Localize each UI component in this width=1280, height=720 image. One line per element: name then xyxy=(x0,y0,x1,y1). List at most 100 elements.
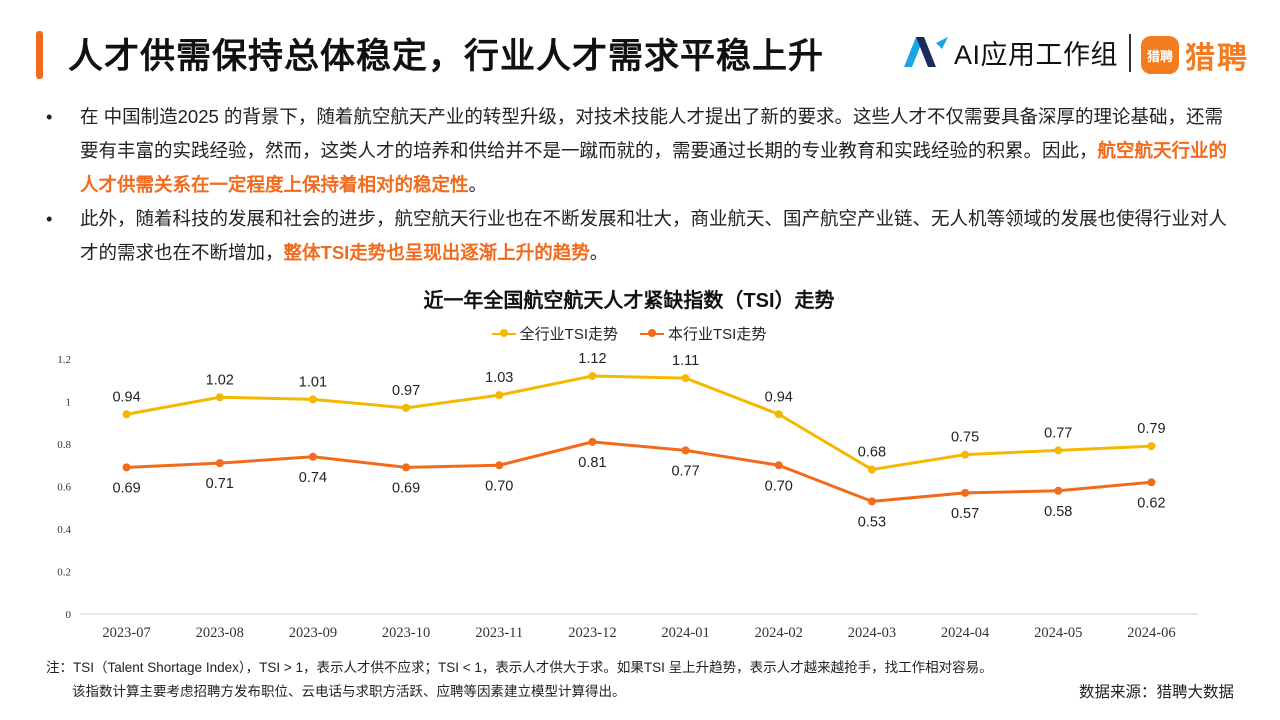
x-tick-label: 2023-09 xyxy=(289,625,337,641)
title-accent-bar xyxy=(36,31,43,79)
y-tick-label: 0.6 xyxy=(57,482,71,494)
data-label: 0.77 xyxy=(671,463,699,479)
bullet-text: 此外，随着科技的发展和社会的进步，航空航天行业也在不断发展和壮大，商业航天、国产… xyxy=(80,208,1228,263)
data-label: 1.03 xyxy=(485,370,513,386)
liepin-badge-icon: 猎聘 xyxy=(1141,36,1179,74)
data-point xyxy=(867,497,876,506)
x-tick-label: 2024-03 xyxy=(848,625,896,641)
liepin-logo: 猎聘 猎聘 xyxy=(1141,33,1249,77)
data-point xyxy=(588,437,597,446)
y-tick-label: 0.2 xyxy=(57,567,71,579)
x-tick-label: 2023-12 xyxy=(568,625,616,641)
data-label: 1.11 xyxy=(672,353,699,369)
bullet-item: • 此外，随着科技的发展和社会的进步，航空航天行业也在不断发展和壮大，商业航天、… xyxy=(46,202,1241,270)
footnote-line: 该指数计算主要考虑招聘方发布职位、云电话与求职方活跃、应聘等因素建立模型计算得出… xyxy=(72,684,626,699)
data-label: 0.79 xyxy=(1137,421,1165,437)
data-label: 0.69 xyxy=(392,480,420,496)
data-point xyxy=(961,488,970,497)
x-tick-label: 2023-08 xyxy=(196,625,244,641)
footnote: 注：TSI（Talent Shortage Index），TSI > 1，表示人… xyxy=(46,656,993,704)
bullet-list: • 在 中国制造2025 的背景下，随着航空航天产业的转型升级，对技术技能人才提… xyxy=(46,100,1241,270)
data-label: 0.74 xyxy=(299,470,327,486)
data-point xyxy=(402,403,411,412)
data-point xyxy=(681,374,690,383)
bullet-highlight: 整体TSI走势也呈现出逐渐上升的趋势 xyxy=(283,242,590,263)
data-point xyxy=(588,372,597,380)
data-point xyxy=(961,450,970,459)
data-point xyxy=(495,461,504,470)
bullet-dot: • xyxy=(46,106,53,127)
chart-legend: 全行业TSI走势 本行业TSI走势 xyxy=(0,323,1258,344)
data-label: 1.02 xyxy=(206,372,234,388)
liepin-brand-text: 猎聘 xyxy=(1185,42,1249,75)
bullet-dot: • xyxy=(46,208,53,229)
y-tick-label: 0.4 xyxy=(57,524,71,536)
data-label: 0.68 xyxy=(858,445,886,461)
x-tick-label: 2024-05 xyxy=(1034,625,1082,641)
data-label: 0.71 xyxy=(206,476,234,492)
data-label: 0.70 xyxy=(485,478,513,494)
page-title: 人才供需保持总体稳定，行业人才需求平稳上升 xyxy=(68,37,825,76)
data-point xyxy=(122,463,131,472)
data-point xyxy=(867,465,876,474)
data-label: 0.70 xyxy=(765,478,793,494)
data-point xyxy=(495,391,504,400)
data-label: 0.97 xyxy=(392,383,420,399)
data-label: 0.58 xyxy=(1044,504,1072,520)
data-point xyxy=(1054,486,1063,495)
data-point xyxy=(1147,478,1156,487)
data-label: 0.53 xyxy=(858,514,886,530)
bullet-text-end: 。 xyxy=(589,242,609,263)
y-tick-label: 1 xyxy=(66,397,72,409)
data-point xyxy=(215,459,224,468)
bullet-highlight: 航空航天行业的人才供需关系在一定程度上保持着相对的稳定性 xyxy=(80,140,1228,195)
data-label: 0.57 xyxy=(951,506,979,522)
brand-divider xyxy=(1129,34,1131,72)
data-point xyxy=(774,461,783,470)
footnote-line: 注：TSI（Talent Shortage Index），TSI > 1，表示人… xyxy=(46,660,993,675)
data-point xyxy=(402,463,411,472)
data-label: 1.01 xyxy=(299,374,327,390)
legend-label: 全行业TSI走势 xyxy=(519,326,618,343)
ai-logo-icon xyxy=(904,37,948,67)
x-tick-label: 2024-04 xyxy=(941,625,990,641)
data-point xyxy=(215,393,224,402)
data-point xyxy=(681,446,690,455)
y-tick-label: 0 xyxy=(66,609,72,621)
x-tick-label: 2024-01 xyxy=(661,625,709,641)
bullet-item: • 在 中国制造2025 的背景下，随着航空航天产业的转型升级，对技术技能人才提… xyxy=(46,100,1241,202)
data-label: 1.12 xyxy=(578,351,606,367)
legend-swatch-this-industry xyxy=(640,328,664,337)
series-line-this-industry xyxy=(126,440,1152,503)
data-point xyxy=(1147,442,1156,451)
data-point xyxy=(308,395,317,404)
y-tick-label: 0.8 xyxy=(57,439,71,451)
bullet-text-end: 。 xyxy=(468,174,488,195)
legend-item-this-industry: 本行业TSI走势 xyxy=(640,323,766,344)
ai-brand-text: AI应用工作组 xyxy=(954,39,1119,70)
data-label: 0.94 xyxy=(765,389,793,405)
x-tick-label: 2023-11 xyxy=(475,625,523,641)
x-tick-label: 2024-02 xyxy=(755,625,803,641)
y-tick-label: 1.2 xyxy=(57,354,71,366)
legend-swatch-all-industry xyxy=(491,328,516,337)
data-point xyxy=(308,452,317,461)
legend-item-all-industry: 全行业TSI走势 xyxy=(491,323,618,344)
ai-brand-logo: AI应用工作组 xyxy=(902,32,1118,72)
x-tick-label: 2023-07 xyxy=(102,625,150,641)
data-label: 0.77 xyxy=(1044,425,1072,441)
series-line-all-industry xyxy=(126,374,1152,471)
data-label: 0.75 xyxy=(951,430,979,446)
chart-title: 近一年全国航空航天人才紧缺指数（TSI）走势 xyxy=(423,290,835,312)
data-label: 0.62 xyxy=(1137,495,1165,511)
data-label: 0.69 xyxy=(112,480,140,496)
data-point xyxy=(122,410,131,419)
x-tick-label: 2023-10 xyxy=(382,625,430,641)
data-label: 0.94 xyxy=(112,389,140,405)
data-source: 数据来源：猎聘大数据 xyxy=(1078,684,1234,701)
x-tick-label: 2024-06 xyxy=(1127,625,1175,641)
legend-label: 本行业TSI走势 xyxy=(668,326,767,343)
data-label: 0.81 xyxy=(578,455,606,471)
data-point xyxy=(774,410,783,419)
